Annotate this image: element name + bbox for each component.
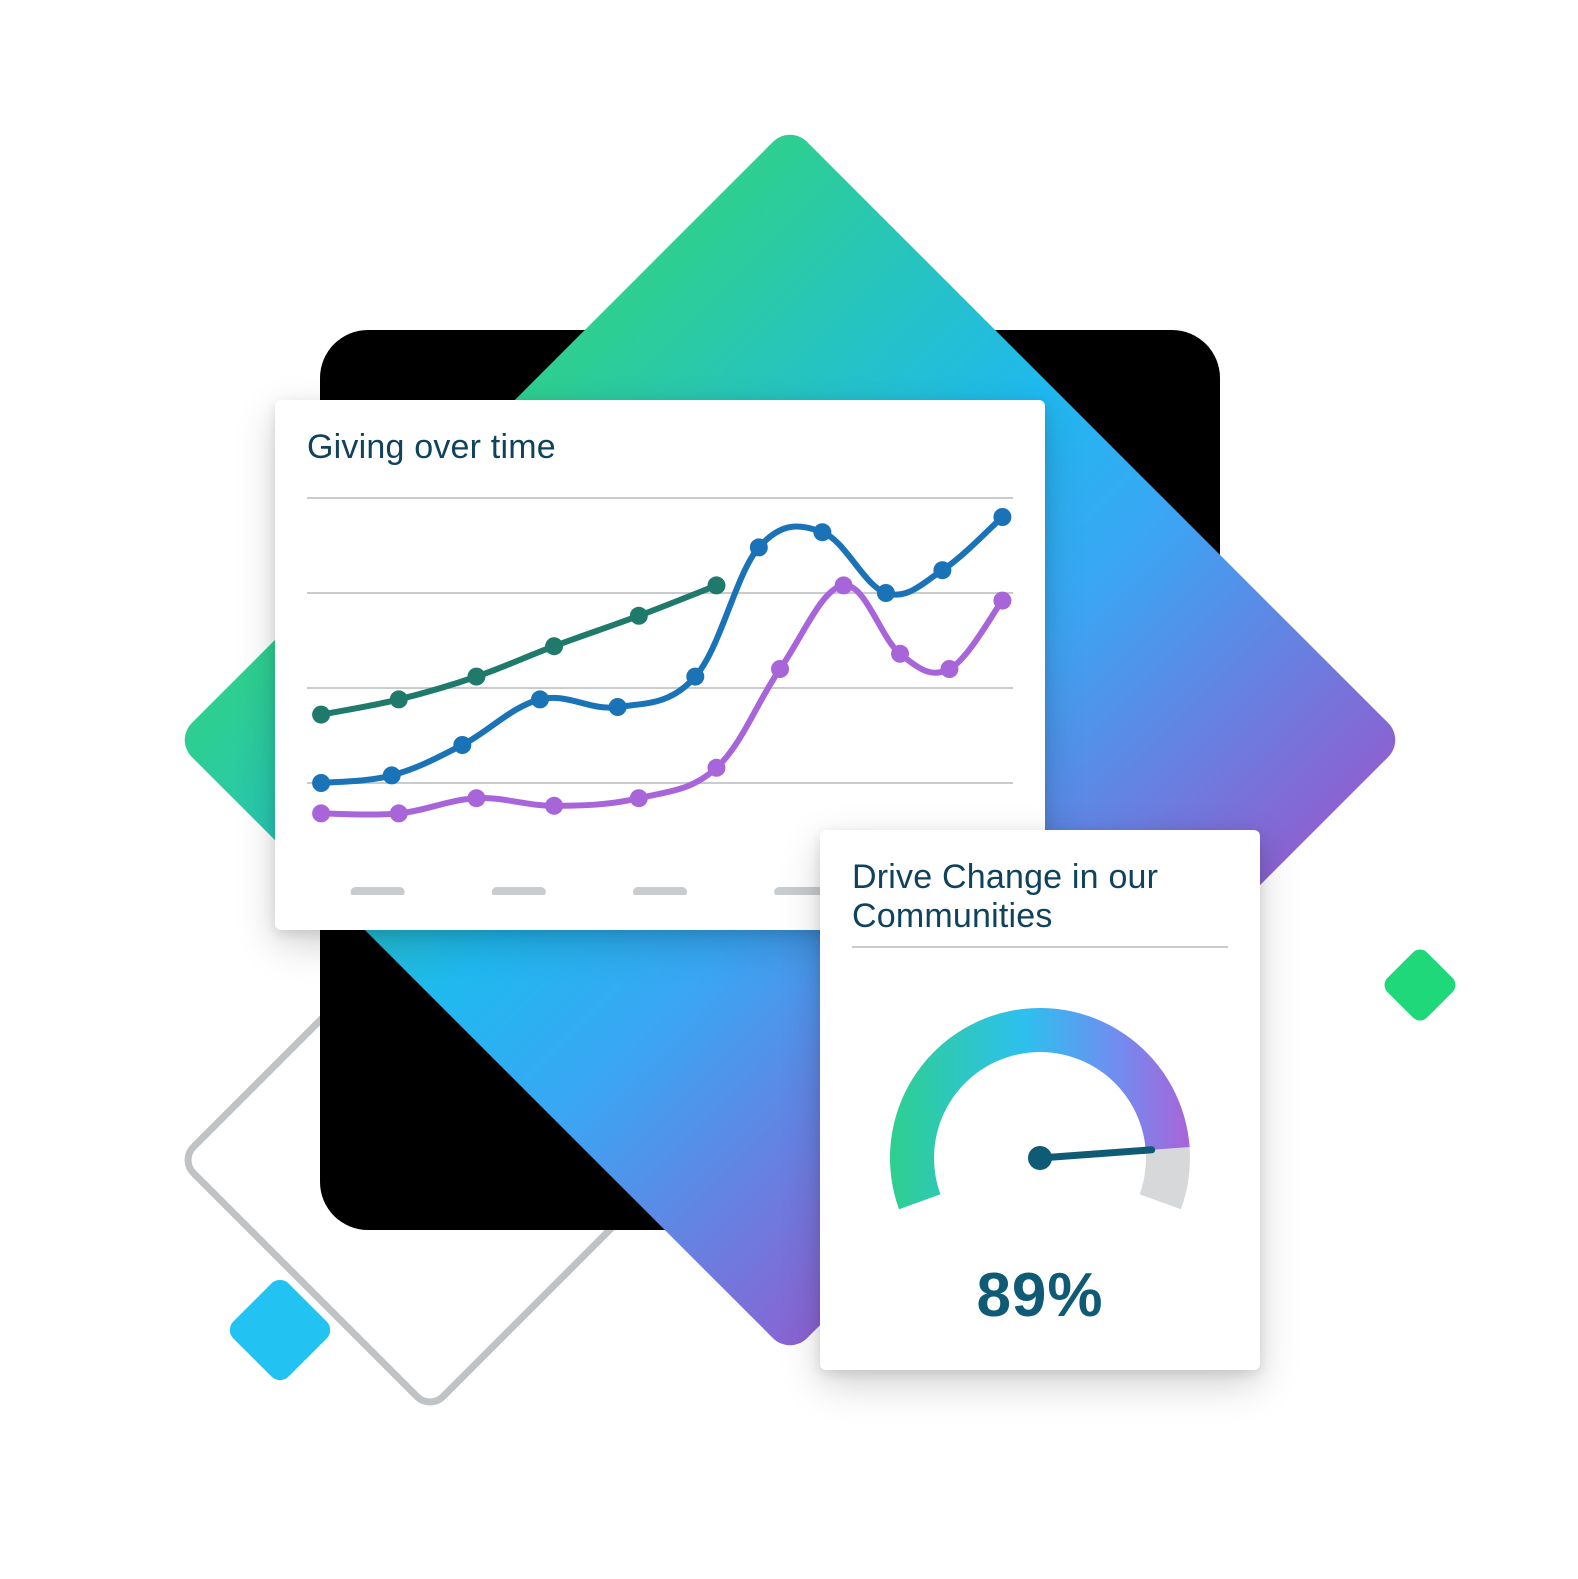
gauge-title: Drive Change in our Communities — [852, 858, 1228, 936]
line-chart-title: Giving over time — [307, 428, 1013, 467]
gauge-value: 89% — [852, 1260, 1228, 1331]
gauge-card: Drive Change in our Communities 89% — [820, 830, 1260, 1370]
gauge-svg — [852, 948, 1228, 1248]
stage: Giving over time Drive Change in our Com… — [0, 0, 1578, 1579]
decor-small-diamond-right — [1380, 945, 1459, 1024]
